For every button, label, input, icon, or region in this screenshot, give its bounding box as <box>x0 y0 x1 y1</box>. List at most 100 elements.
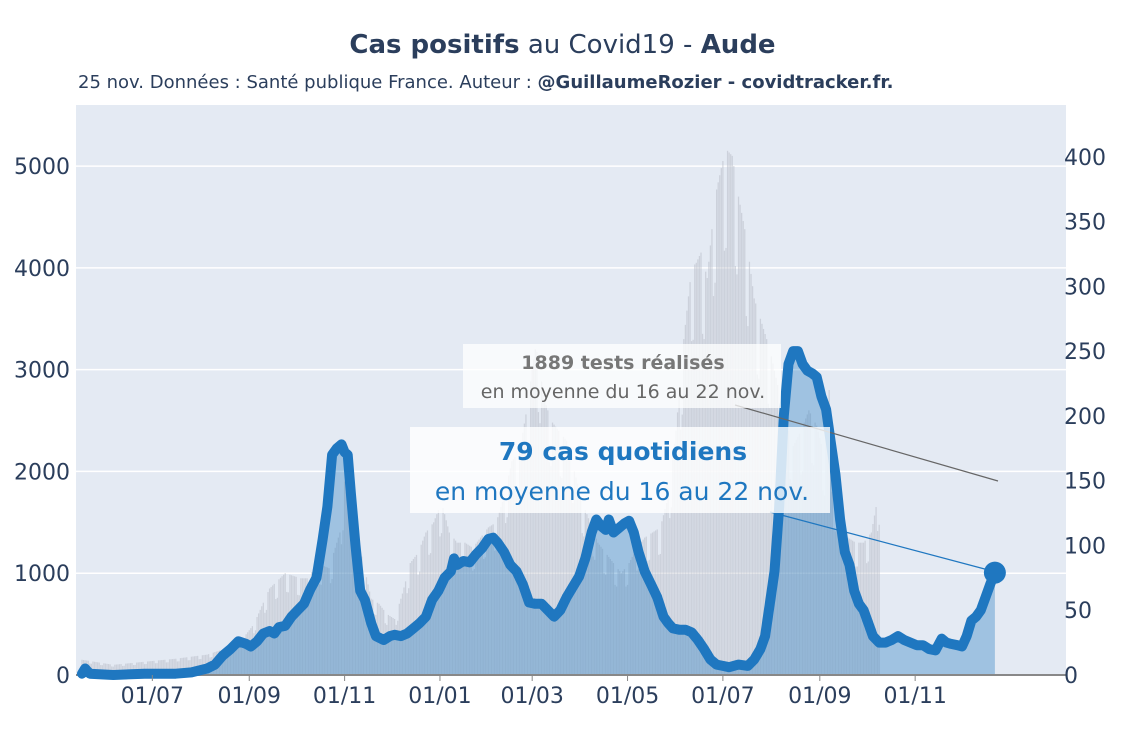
tests-bar <box>631 556 633 675</box>
tests-bar <box>176 661 178 675</box>
cases-annotation-box <box>410 427 830 513</box>
tests-bar <box>797 436 799 675</box>
tests-bar <box>791 483 793 675</box>
tests-bar <box>467 544 469 675</box>
tests-bar <box>192 656 194 675</box>
x-tick-label: 01/07 <box>121 684 184 709</box>
tests-bar <box>254 630 257 675</box>
tests-bar <box>295 576 297 675</box>
tests-bar <box>287 592 289 675</box>
tests-bar <box>367 584 369 675</box>
tests-bar <box>819 437 821 675</box>
tests-bar <box>484 557 486 675</box>
tests-bar <box>311 572 313 675</box>
tests-bar <box>800 474 802 675</box>
tests-bar <box>676 412 679 675</box>
tests-bar <box>833 528 835 675</box>
tests-bar <box>537 412 540 675</box>
tests-bar <box>175 658 177 675</box>
tests-bar <box>197 655 199 675</box>
tests-bar <box>623 569 626 675</box>
tests-bar <box>830 440 832 675</box>
tests-bar <box>234 645 236 675</box>
tests-bar <box>834 531 837 675</box>
tests-bar <box>325 566 327 675</box>
tests-bar <box>190 656 193 675</box>
tests-bar <box>350 515 352 675</box>
tests-bar <box>855 566 857 675</box>
tests-bar <box>523 423 525 675</box>
tests-bar <box>626 584 629 675</box>
tests-bar <box>248 630 250 675</box>
tests-bar <box>817 431 819 675</box>
tests-bar <box>519 451 521 675</box>
y-right-tick-label: 150 <box>1064 470 1106 495</box>
tests-bar <box>795 439 797 675</box>
x-axis: 01/07 01/09 01/11 01/01 01/03 01/05 01/07 01/09… <box>121 675 947 709</box>
tests-bar <box>664 509 666 675</box>
tests-bar <box>453 538 455 675</box>
tests-bar <box>722 160 724 675</box>
tests-bar <box>609 558 611 675</box>
tests-bar <box>473 569 475 675</box>
tests-bar <box>303 578 305 675</box>
tests-bar <box>445 520 447 675</box>
tests-bar <box>465 543 468 675</box>
tests-bar <box>529 381 532 675</box>
tests-bar <box>115 664 118 675</box>
tests-bar <box>375 614 377 675</box>
tests-bar <box>605 574 607 675</box>
tests-bar <box>844 553 846 675</box>
tests-bar <box>758 378 760 675</box>
tests-bar <box>107 664 110 675</box>
tests-bar <box>483 558 485 675</box>
cases-annotation-text: en moyenne du 16 au 22 nov. <box>435 477 809 506</box>
y-right-tick-label: 350 <box>1064 211 1106 236</box>
tests-bar <box>594 559 596 675</box>
tests-bar <box>161 660 163 675</box>
tests-bar <box>131 662 133 675</box>
tests-bar <box>345 491 347 675</box>
tests-bar <box>501 501 504 675</box>
tests-bar <box>222 654 224 675</box>
tests-bar <box>340 544 343 675</box>
tests-bar <box>361 556 363 675</box>
tests-bar <box>253 633 255 675</box>
subtitle-author: @GuillaumeRozier - covidtracker.fr. <box>537 72 894 93</box>
tests-bar <box>558 430 560 675</box>
tests-bar <box>315 563 318 675</box>
tests-bar <box>808 410 810 675</box>
tests-bar <box>487 527 490 675</box>
tests-bar <box>826 412 829 675</box>
tests-bar <box>728 152 730 675</box>
tests-bar <box>869 534 871 675</box>
tests-bar <box>636 570 638 675</box>
cases-last-point <box>983 561 1006 584</box>
tests-bar <box>373 614 375 675</box>
tests-bar <box>561 478 563 675</box>
tests-bar <box>872 524 874 675</box>
tests-bar <box>640 541 643 675</box>
tests-bar <box>731 155 733 676</box>
tests-bar <box>125 663 127 675</box>
tests-bar <box>245 634 247 675</box>
tests-bar <box>481 535 483 675</box>
tests-bar <box>645 536 647 675</box>
tests-bar <box>801 471 804 675</box>
tests-bar <box>472 570 474 675</box>
tests-annotation-text: en moyenne du 16 au 22 nov. <box>481 381 765 403</box>
tests-bar <box>545 405 547 675</box>
tests-bar <box>318 584 321 675</box>
tests-bar <box>126 663 128 675</box>
y-right-tick-label: 300 <box>1064 275 1106 300</box>
tests-bar <box>584 510 586 675</box>
tests-bar <box>392 618 394 675</box>
tests-bar <box>639 543 641 675</box>
tests-bar <box>601 548 604 675</box>
tests-bar <box>803 422 805 675</box>
y-right-tick-label: 400 <box>1064 146 1106 171</box>
tests-bar <box>628 563 630 675</box>
tests-bar <box>423 536 425 675</box>
tests-bar <box>769 407 771 675</box>
